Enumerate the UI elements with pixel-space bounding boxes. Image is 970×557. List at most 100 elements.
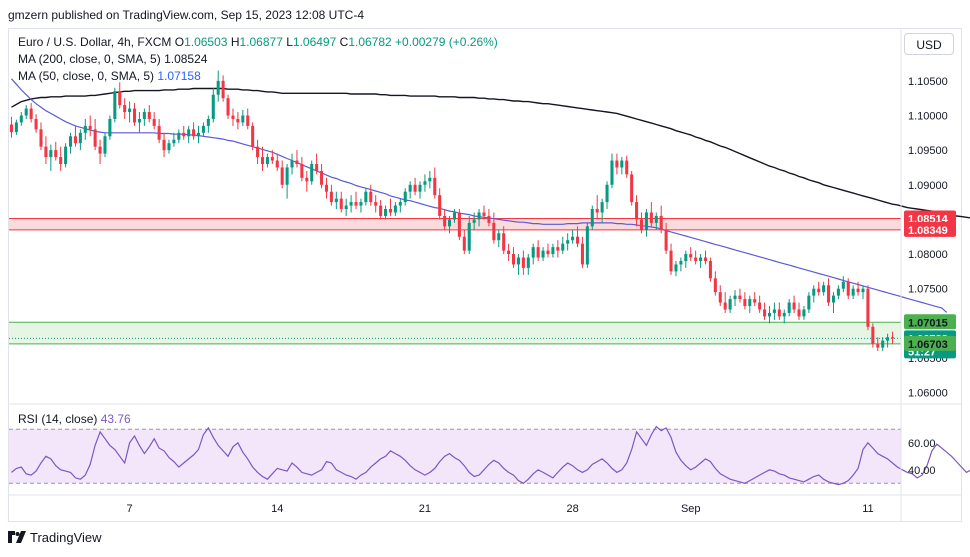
candle-up bbox=[452, 212, 456, 220]
candle-down bbox=[718, 292, 722, 303]
ma50-line bbox=[11, 78, 948, 313]
candle-down bbox=[88, 125, 92, 130]
chart-frame[interactable] bbox=[8, 28, 962, 522]
candle-up bbox=[748, 299, 752, 307]
price-tag bbox=[904, 314, 956, 330]
candle-up bbox=[807, 295, 811, 310]
candle-up bbox=[428, 177, 432, 182]
candle-up bbox=[78, 132, 82, 144]
candle-down bbox=[270, 157, 274, 161]
candle-up bbox=[541, 250, 545, 258]
candle-up bbox=[265, 157, 269, 164]
candle-down bbox=[315, 163, 319, 171]
candle-down bbox=[866, 288, 870, 327]
candle-up bbox=[590, 209, 594, 227]
price-tick-label: 1.10500 bbox=[908, 76, 948, 88]
candle-down bbox=[192, 129, 196, 137]
candle-up bbox=[551, 247, 555, 255]
candle-down bbox=[433, 177, 437, 196]
candle-up bbox=[886, 337, 890, 341]
ma50-layer bbox=[11, 78, 948, 313]
candle-down bbox=[236, 118, 240, 123]
price-tag bbox=[904, 210, 956, 226]
candle-up bbox=[108, 118, 112, 137]
candle-up bbox=[787, 302, 791, 313]
candle-up bbox=[571, 236, 575, 241]
time-tick-label: 14 bbox=[271, 503, 283, 515]
candle-down bbox=[827, 285, 831, 303]
candle-down bbox=[492, 222, 496, 241]
candle-down bbox=[723, 302, 727, 310]
candle-down bbox=[871, 326, 875, 345]
candle-down bbox=[246, 115, 250, 126]
candle-down bbox=[260, 157, 265, 164]
currency-button[interactable]: USD bbox=[904, 33, 954, 55]
candle-down bbox=[507, 250, 511, 255]
symbol-name: Euro / U.S. Dollar, 4h, FXCM bbox=[18, 35, 172, 49]
candle-up bbox=[172, 139, 176, 144]
candle-down bbox=[329, 191, 333, 203]
candle-down bbox=[689, 254, 693, 258]
candle-down bbox=[659, 215, 663, 230]
candle-down bbox=[694, 257, 698, 261]
candle-down bbox=[487, 215, 491, 223]
candle-up bbox=[310, 163, 314, 182]
candle-up bbox=[384, 209, 388, 216]
candle-down bbox=[231, 115, 235, 119]
candle-down bbox=[639, 219, 644, 230]
candle-up bbox=[103, 136, 107, 154]
ma200-value: 1.08524 bbox=[164, 52, 208, 66]
legend-rsi-row[interactable]: RSI (14, close) 43.76 bbox=[18, 412, 131, 426]
candle-down bbox=[44, 146, 48, 158]
support-zone bbox=[9, 322, 901, 344]
candle-down bbox=[251, 125, 255, 147]
candle-up bbox=[605, 184, 609, 203]
candle-down bbox=[758, 302, 762, 310]
candle-up bbox=[610, 160, 614, 185]
candle-down bbox=[93, 129, 97, 147]
candle-down bbox=[797, 309, 801, 317]
candle-up bbox=[467, 222, 471, 251]
candle-down bbox=[708, 260, 712, 279]
time-tick-label: 21 bbox=[419, 503, 431, 515]
price-tag-label: 1.07015 bbox=[908, 317, 948, 329]
candle-down bbox=[226, 98, 230, 116]
candle-up bbox=[334, 198, 338, 203]
candle-up bbox=[728, 299, 732, 310]
candle-down bbox=[457, 212, 461, 237]
candle-down bbox=[59, 157, 63, 164]
legend-ma200-row[interactable]: MA (200, close, 0, SMA, 5) 1.08524 bbox=[18, 52, 207, 66]
candle-down bbox=[152, 118, 156, 126]
candle-up bbox=[561, 243, 565, 251]
close-value: 1.06782 bbox=[348, 35, 392, 49]
legend-symbol-row: Euro / U.S. Dollar, 4h, FXCM O1.06503 H1… bbox=[18, 35, 498, 49]
rsi-tick-label: 60.00 bbox=[908, 438, 936, 450]
candle-down bbox=[295, 160, 299, 164]
footer: TradingView bbox=[8, 530, 102, 550]
legend-ma50-row[interactable]: MA (50, close, 0, SMA, 5) 1.07158 bbox=[18, 69, 201, 83]
candle-up bbox=[802, 309, 806, 317]
open-value: 1.06503 bbox=[184, 35, 228, 49]
ma200-layer bbox=[11, 87, 970, 219]
candle-up bbox=[285, 167, 289, 185]
top-bar: gmzern published on TradingView.com, Sep… bbox=[0, 0, 970, 28]
candle-down bbox=[817, 288, 821, 293]
price-tag bbox=[904, 335, 956, 351]
candle-down bbox=[34, 118, 38, 130]
price-tick-label: 1.08000 bbox=[908, 249, 948, 261]
candle-up bbox=[418, 184, 422, 192]
candle-up bbox=[408, 184, 412, 192]
candle-down bbox=[123, 105, 127, 113]
candle-down bbox=[305, 177, 309, 182]
candle-up bbox=[349, 202, 353, 206]
candle-up bbox=[822, 285, 826, 293]
candle-down bbox=[703, 257, 708, 261]
resistance-zone bbox=[9, 218, 901, 230]
price-tick-label: 1.10000 bbox=[908, 111, 948, 123]
candle-down bbox=[738, 295, 742, 300]
candle-up bbox=[767, 312, 772, 317]
candle-down bbox=[891, 337, 895, 339]
candle-up bbox=[83, 125, 87, 133]
candle-down bbox=[221, 80, 225, 99]
